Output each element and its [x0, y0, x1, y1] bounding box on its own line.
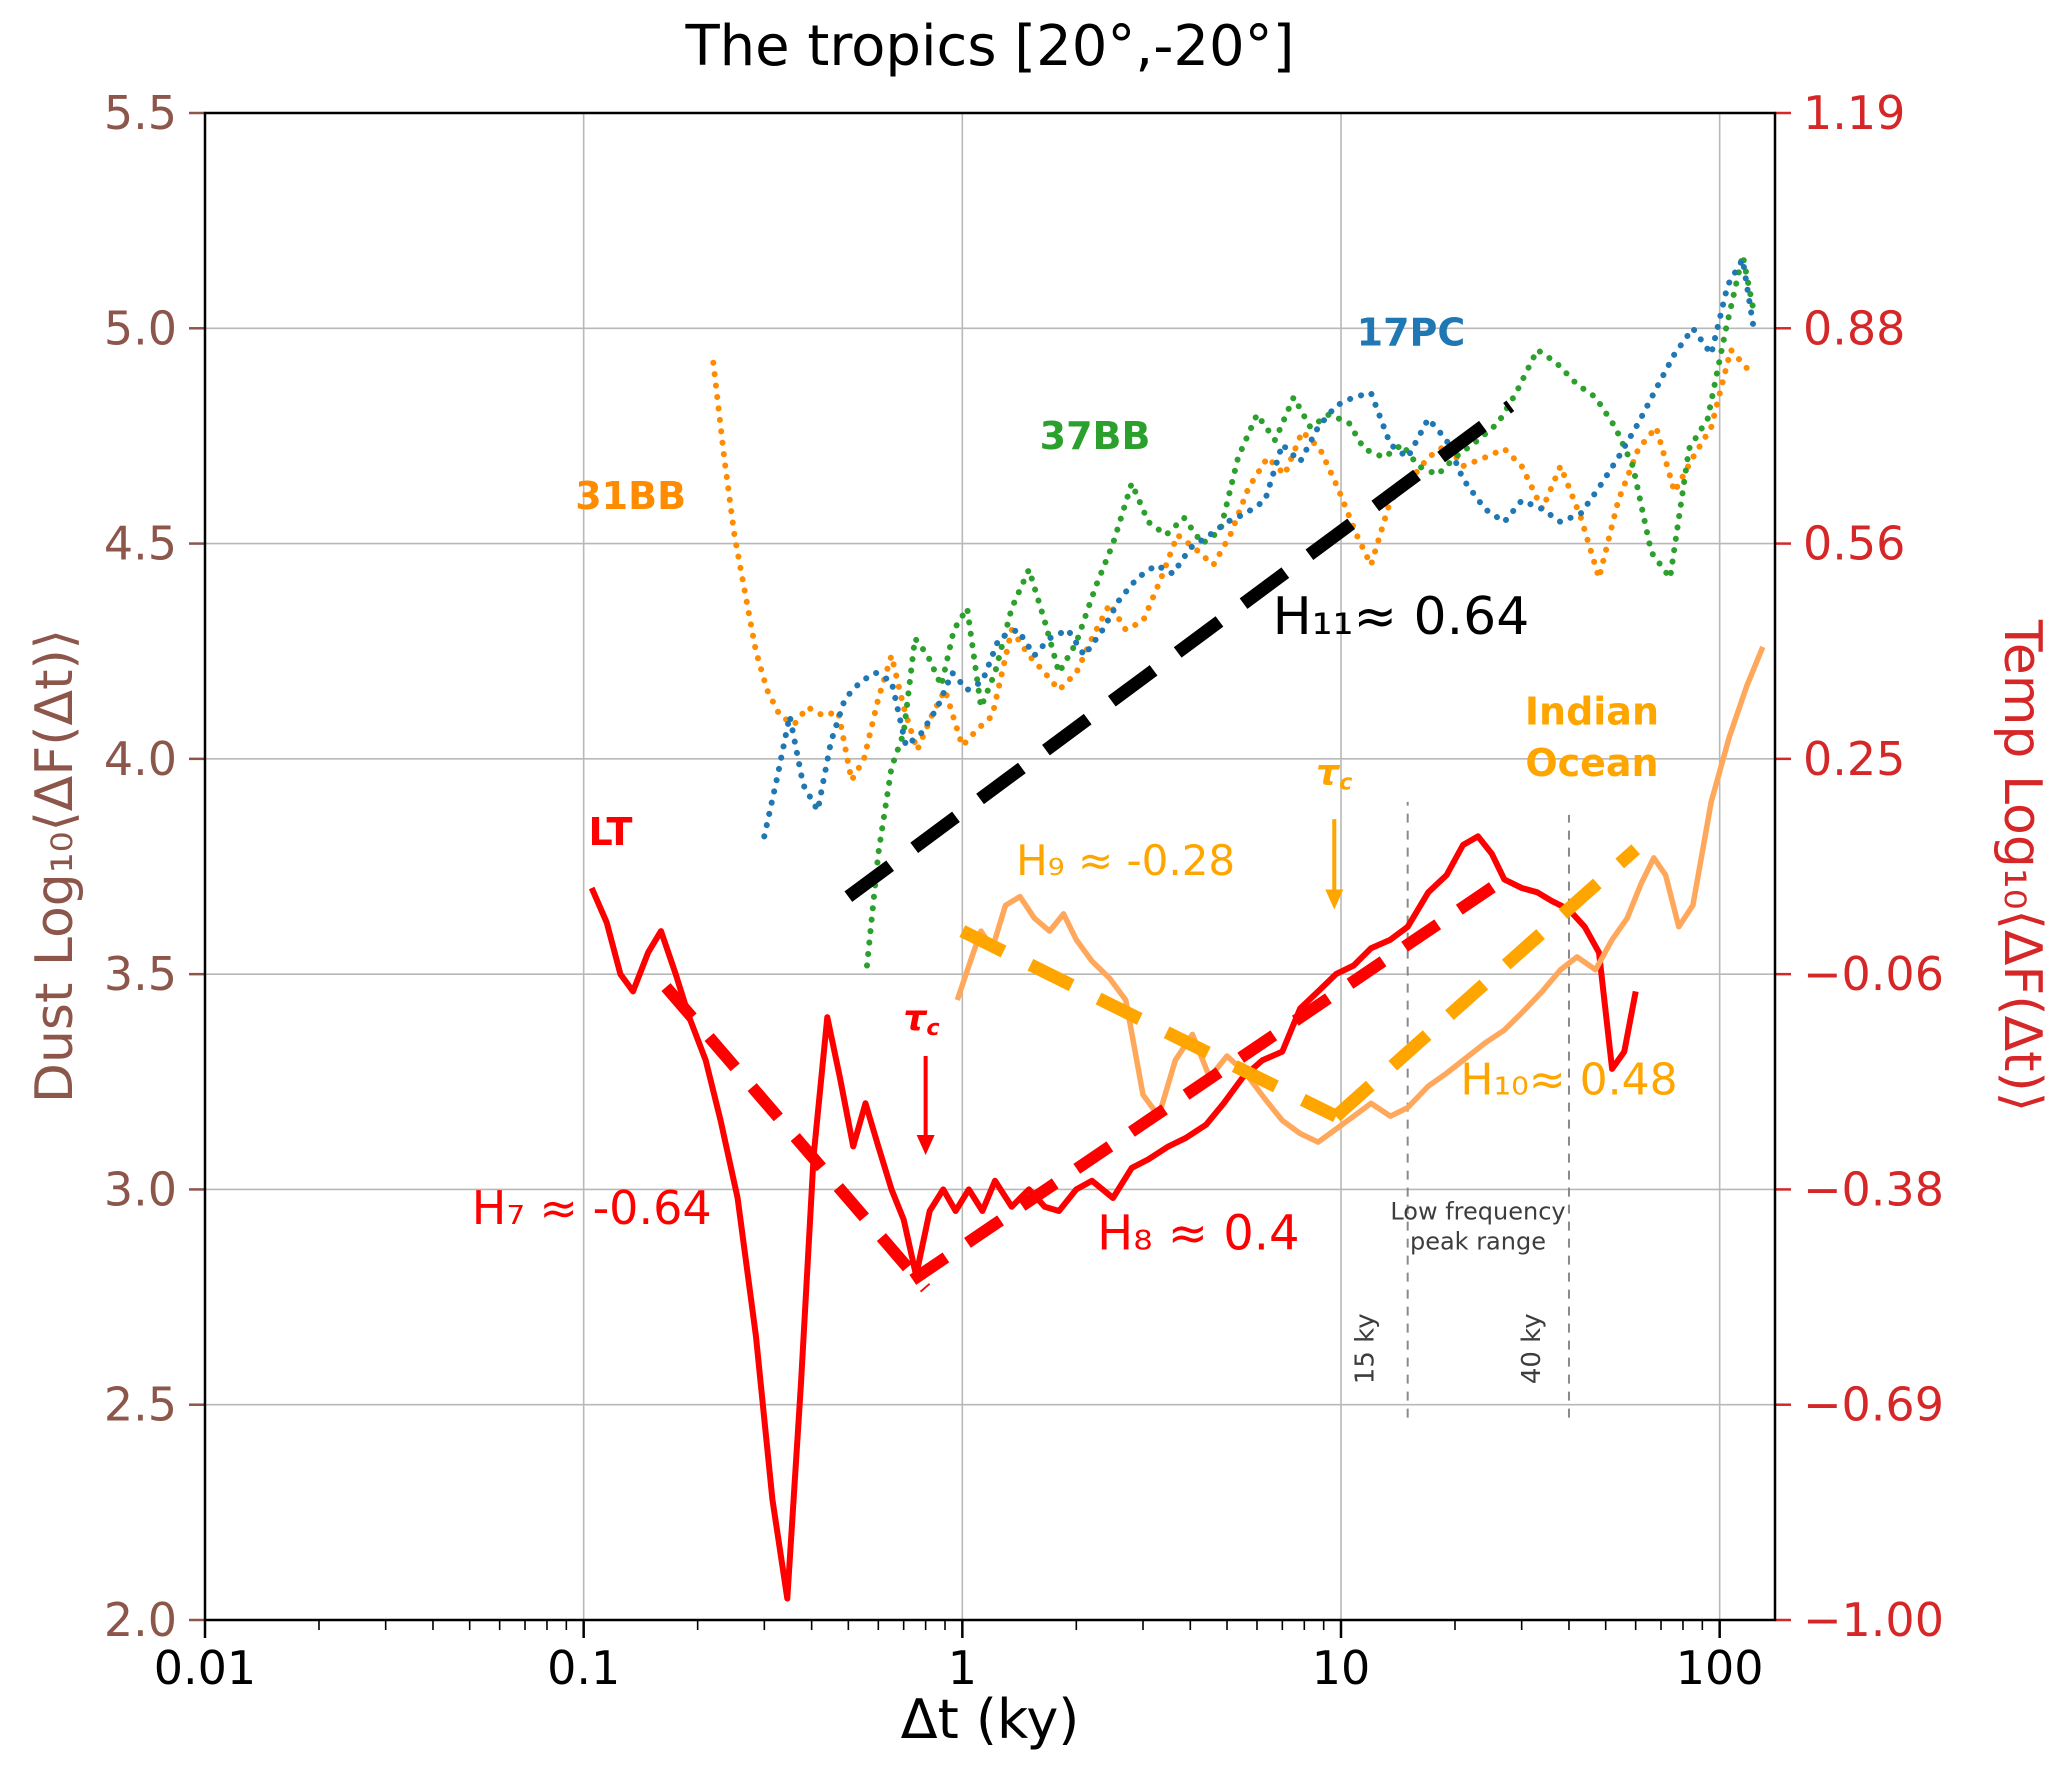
x-tick-label: 0.01: [154, 1641, 256, 1695]
series-lt: [588, 833, 1639, 1602]
x-tick-label: 10: [1312, 1641, 1371, 1695]
plot-frame: [203, 111, 1777, 1622]
annotation-label-h9: H₉ ≈ -0.28: [1016, 836, 1235, 885]
fit-line-h8: [909, 870, 1514, 1285]
y-tick-label-left: 4.0: [104, 732, 177, 786]
y-tick-label-left: 5.5: [104, 86, 177, 140]
annotation-label-tau-c-red: τc: [903, 998, 939, 1041]
x-tick-label: 0.1: [547, 1641, 620, 1695]
y-tick-label-right: 0.56: [1803, 517, 1905, 571]
y-tick-label-left: 3.0: [104, 1162, 177, 1216]
annotation-label-h7: H₇ ≈ -0.64: [472, 1181, 712, 1235]
series-31bb: [710, 346, 1753, 784]
annotation-label-15ky: 15 ky: [1351, 1313, 1381, 1384]
y-tick-label-left: 2.0: [104, 1593, 177, 1647]
annotation-label-peak-range: peak range: [1410, 1228, 1546, 1256]
x-axis-label: Δt (ky): [900, 1688, 1080, 1751]
tau-c-red-arrow-head: [916, 1134, 935, 1155]
y-tick-label-left: 3.5: [104, 947, 177, 1001]
x-tick-label: 1: [948, 1641, 977, 1695]
fit-line-h11: [844, 400, 1515, 902]
fit-line-h10: [1331, 844, 1640, 1122]
y-tick-label-left: 2.5: [104, 1378, 177, 1432]
series-indian-ocean: [954, 645, 1766, 1145]
y-tick-label-right: 0.25: [1803, 732, 1905, 786]
chart-title: The tropics [20°,-20°]: [685, 14, 1295, 79]
annotation-label-lt: LT: [589, 810, 633, 854]
y-tick-label-right: −0.69: [1803, 1378, 1944, 1432]
annotation-label-h10: H₁₀≈ 0.48: [1460, 1055, 1677, 1106]
tau-c-orange-arrow-head: [1325, 889, 1344, 910]
series-17pc: [761, 256, 1757, 840]
y-tick-label-right: 0.88: [1803, 301, 1905, 355]
y-tick-label-right: −0.38: [1803, 1162, 1944, 1216]
series-37bb: [864, 252, 1757, 969]
annotation-label-h8: H₈ ≈ 0.4: [1097, 1206, 1299, 1262]
y-tick-label-right: 1.19: [1803, 86, 1905, 140]
annotation-label-40ky: 40 ky: [1517, 1313, 1547, 1384]
annotation-label-h11: H₁₁≈ 0.64: [1273, 587, 1530, 647]
fit-line-h7: [661, 983, 931, 1293]
annotation-label-31bb: 31BB: [575, 474, 686, 518]
y-tick-label-left: 5.0: [104, 301, 177, 355]
annotation-label-17pc: 17PC: [1357, 311, 1466, 355]
annotation-label-indian: Indian: [1525, 689, 1659, 733]
x-tick-label: 100: [1676, 1641, 1764, 1695]
annotation-label-ocean: Ocean: [1525, 741, 1658, 785]
annotation-label-tau-c-orange: τc: [1316, 753, 1352, 796]
y-tick-label-left: 4.5: [104, 517, 177, 571]
y-tick-label-right: −0.06: [1803, 947, 1944, 1001]
y-tick-label-right: −1.00: [1803, 1593, 1944, 1647]
fit-line-h9: [959, 925, 1339, 1123]
annotation-label-37bb: 37BB: [1040, 414, 1151, 458]
annotation-label-low-frequency: Low frequency: [1390, 1198, 1565, 1226]
